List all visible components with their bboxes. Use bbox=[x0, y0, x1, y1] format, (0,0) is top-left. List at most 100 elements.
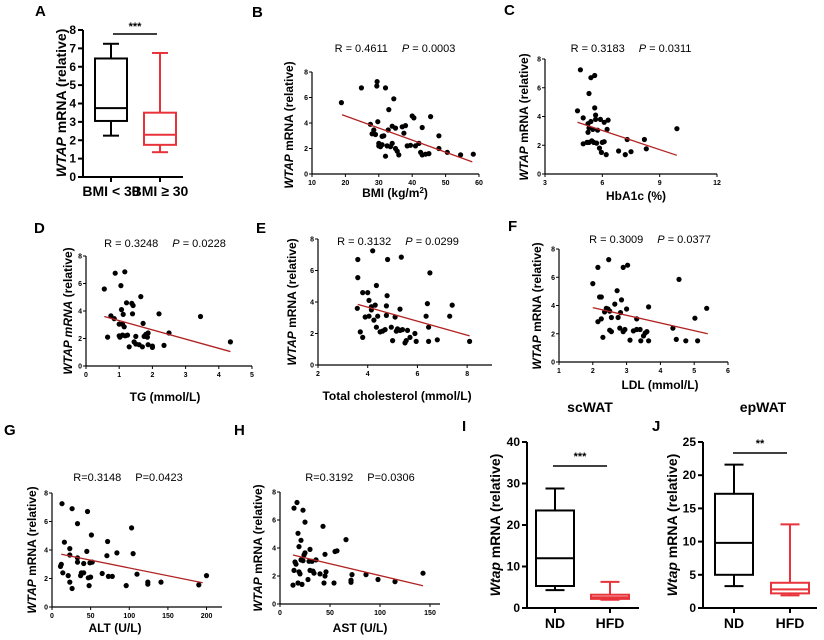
p-label: P bbox=[657, 234, 665, 246]
data-point bbox=[320, 523, 326, 529]
y-tick-label: 0 bbox=[272, 602, 276, 609]
y-tick-label: 8 bbox=[78, 254, 82, 261]
data-point bbox=[622, 152, 628, 158]
data-point bbox=[311, 570, 317, 576]
y-tick-label: 8 bbox=[272, 490, 276, 497]
data-point bbox=[590, 281, 596, 287]
x-axis-title-text: TG (mmol/L) bbox=[130, 390, 201, 404]
data-point bbox=[197, 313, 204, 320]
data-point bbox=[196, 582, 202, 588]
data-point bbox=[69, 585, 75, 592]
panel-letter: G bbox=[4, 422, 16, 439]
y-tick-label: 0 bbox=[69, 170, 76, 184]
data-point bbox=[291, 505, 297, 511]
regression-line bbox=[61, 553, 203, 584]
data-point bbox=[397, 306, 403, 312]
y-axis-title: WTAP mRNA (relative) bbox=[530, 242, 544, 369]
data-point bbox=[592, 72, 598, 79]
y-axis-title-italic: WTAP bbox=[285, 330, 299, 365]
data-point bbox=[618, 297, 625, 303]
y-tick-label: 4 bbox=[304, 121, 308, 128]
y-axis-title-rest: mRNA (relative) bbox=[282, 61, 296, 154]
data-point bbox=[467, 338, 473, 344]
y-tick-label: 3 bbox=[69, 115, 76, 129]
p-value: P=0.0423 bbox=[135, 472, 182, 484]
x-tick-label: 40 bbox=[408, 180, 416, 187]
iqr-box bbox=[770, 581, 810, 595]
x-axis-title: AST (U/L) bbox=[333, 621, 388, 635]
correlation-stats: R = 0.3009 P = 0.0377 bbox=[589, 234, 711, 246]
y-tick-label: 4 bbox=[537, 114, 541, 121]
data-point bbox=[349, 572, 355, 578]
data-point bbox=[592, 105, 598, 111]
y-tick-label: 4 bbox=[69, 97, 76, 111]
y-axis-title: WTAP mRNA (relative) bbox=[285, 238, 299, 365]
y-axis-title: WTAP mRNA (relative) bbox=[251, 484, 265, 611]
correlation-stats: R=0.3192 P=0.0306 bbox=[305, 472, 414, 484]
y-tick-label: 6 bbox=[310, 268, 314, 275]
y-axis-title-italic: WTAP bbox=[530, 334, 544, 369]
data-point bbox=[129, 311, 136, 317]
y-axis-title: Wtap mRNA (relative) bbox=[487, 454, 503, 597]
data-point bbox=[126, 344, 132, 350]
data-point bbox=[290, 582, 296, 588]
data-point bbox=[144, 334, 150, 340]
y-tick-label: 5 bbox=[689, 568, 696, 582]
y-axis-title-italic: WTAP bbox=[25, 578, 39, 613]
data-point bbox=[134, 571, 140, 577]
data-point bbox=[612, 301, 618, 307]
data-point bbox=[358, 85, 364, 91]
x-tick-label: 2 bbox=[150, 372, 154, 379]
y-tick-label: 0 bbox=[537, 172, 541, 179]
y-axis-title-italic: WTAP bbox=[282, 153, 296, 188]
data-point bbox=[597, 116, 604, 122]
data-point bbox=[586, 90, 592, 97]
data-point bbox=[375, 313, 381, 319]
data-point bbox=[322, 551, 328, 557]
data-point bbox=[674, 126, 680, 132]
x-axis-title: ALT (U/L) bbox=[88, 621, 141, 635]
data-point bbox=[692, 315, 698, 321]
data-point bbox=[398, 254, 404, 260]
data-point bbox=[366, 313, 372, 319]
data-point bbox=[641, 136, 648, 143]
data-point bbox=[372, 302, 378, 308]
y-tick-label: 6 bbox=[272, 518, 276, 525]
y-tick-label: 2 bbox=[272, 574, 276, 581]
data-point bbox=[343, 537, 349, 543]
group-label: HFD bbox=[776, 615, 805, 631]
data-point bbox=[389, 140, 395, 146]
regression-line bbox=[577, 121, 678, 156]
p-value: = 0.0311 bbox=[646, 43, 691, 55]
data-point bbox=[695, 338, 701, 344]
data-point bbox=[296, 544, 302, 550]
data-point bbox=[99, 570, 105, 577]
group-label: BMI < 30 bbox=[82, 183, 139, 199]
p-value: = 0.0228 bbox=[180, 238, 226, 250]
data-point bbox=[385, 256, 391, 263]
panel-b: B 0 2 4 6 8 WTAP mRNA (relative) 10 20 30 40 50 60 BM… bbox=[252, 4, 483, 200]
y-axis-title-rest: mRNA (relative) bbox=[53, 29, 69, 137]
y-axis-title-rest: mRNA (relative) bbox=[25, 486, 39, 579]
data-point bbox=[360, 334, 366, 340]
data-point bbox=[112, 270, 118, 276]
regression-line bbox=[341, 114, 473, 163]
data-point bbox=[366, 297, 372, 303]
p-value: P=0.0306 bbox=[367, 472, 414, 484]
box-1 bbox=[143, 51, 177, 154]
data-point bbox=[598, 294, 604, 300]
data-point bbox=[61, 539, 67, 545]
panel-title: scWAT bbox=[567, 399, 613, 415]
x-tick-label: 30 bbox=[375, 180, 383, 187]
regression-line bbox=[104, 315, 231, 353]
data-point bbox=[372, 131, 379, 138]
box-0 bbox=[535, 487, 575, 592]
y-axis-title-rest: mRNA (relative) bbox=[251, 484, 265, 577]
data-point bbox=[295, 580, 301, 586]
r-value: R = 0.3183 bbox=[571, 43, 625, 55]
data-point bbox=[101, 286, 107, 292]
box-0 bbox=[94, 42, 128, 137]
data-point bbox=[676, 276, 682, 282]
y-tick-label: 7 bbox=[69, 41, 76, 55]
